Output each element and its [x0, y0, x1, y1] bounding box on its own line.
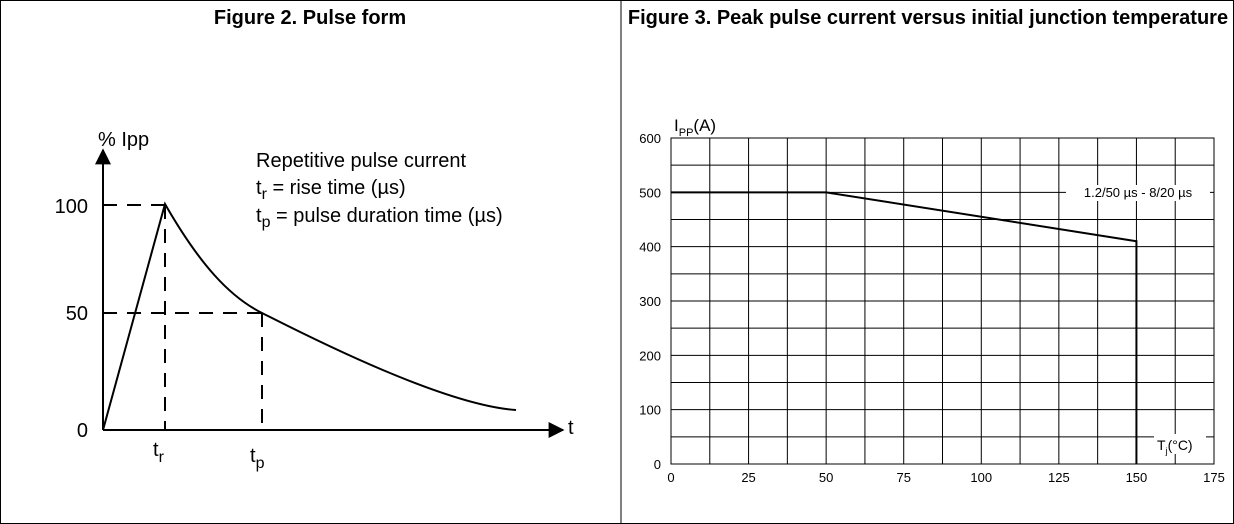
pulse-form-title: Figure 2. Pulse form [213, 7, 407, 29]
y-tick-label: 0 [654, 457, 661, 472]
y-axis-label: IPP(A) [674, 116, 716, 139]
x-tick-label: 75 [896, 470, 910, 485]
x-tick-label: 0 [667, 470, 674, 485]
y-tick-label: 200 [639, 348, 661, 363]
legend-label: 1.2/50 µs - 8/20 µs [1084, 185, 1193, 200]
x-tick-tr: tr [153, 439, 165, 466]
annotation-tp: tp = pulse duration time (µs) [256, 205, 503, 231]
pulse-form-chart: % Ipp t 100 50 0 tr tp Repetitive pulse … [55, 129, 574, 472]
y-tick-label: 300 [639, 294, 661, 309]
peak-current-title: Figure 3. Peak pulse current versus init… [627, 7, 1229, 29]
y-tick-label: 50 [66, 303, 88, 325]
y-tick-label: 600 [639, 131, 661, 146]
y-axis-label: % Ipp [98, 129, 149, 151]
x-tick-label: 150 [1126, 470, 1148, 485]
annotation-heading: Repetitive pulse current [256, 150, 467, 172]
x-tick-label: 175 [1203, 470, 1225, 485]
x-label-background [1154, 434, 1206, 454]
x-tick-label: 50 [819, 470, 833, 485]
y-tick-label: 500 [639, 185, 661, 200]
x-ticks: 0 25 50 75 100 125 150 175 [667, 470, 1224, 485]
x-tick-label: 125 [1048, 470, 1070, 485]
annotation-tr: tr = rise time (µs) [256, 177, 406, 203]
y-tick-label: 0 [77, 420, 88, 442]
series-line [671, 191, 1138, 464]
plot-frame [670, 137, 1215, 465]
y-tick-label: 100 [55, 196, 88, 218]
x-tick-tp: tp [250, 445, 265, 472]
y-ticks: 0 100 200 300 400 500 600 [639, 131, 661, 472]
x-axis-label: Tj(°C) [1157, 437, 1193, 456]
y-tick-label: 400 [639, 240, 661, 255]
legend-background [1066, 185, 1210, 201]
x-tick-label: 25 [741, 470, 755, 485]
pulse-curve [102, 201, 517, 431]
x-tick-label: 100 [970, 470, 992, 485]
y-tick-label: 100 [639, 403, 661, 418]
x-axis-label: t [568, 417, 574, 439]
